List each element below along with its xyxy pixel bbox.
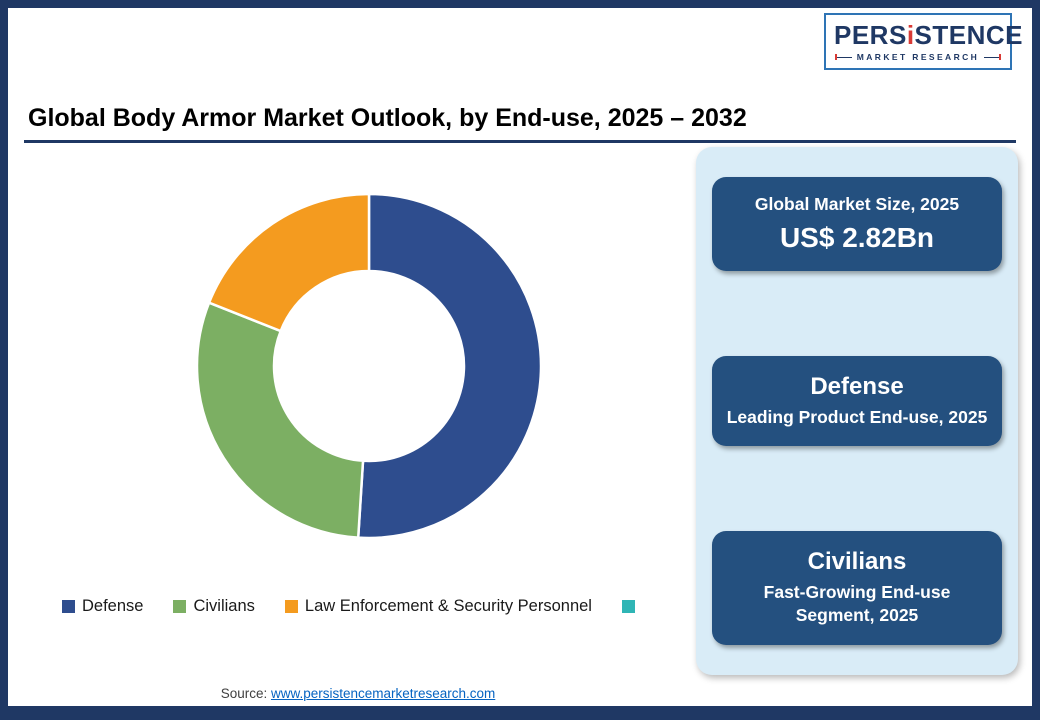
chart-legend: Defense Civilians Law Enforcement & Secu… (62, 597, 696, 616)
legend-swatch-extra (621, 600, 635, 613)
legend-label-defense: Defense (82, 597, 144, 615)
logo-red-i: i (906, 20, 915, 50)
source-label: Source: (220, 686, 271, 701)
page-title: Global Body Armor Market Outlook, by End… (28, 104, 747, 132)
logo-tagline-row: MARKET RESEARCH (834, 52, 1002, 62)
card-market-size-label: Global Market Size, 2025 (754, 194, 960, 214)
logo-wordmark: PERSiSTENCE (834, 20, 1024, 50)
donut-chart (195, 192, 543, 540)
legend-label-civilians: Civilians (193, 597, 255, 615)
logo-rule-right (984, 54, 1002, 60)
legend-item-extra (621, 600, 642, 613)
card-fast-growing-segment-name: Civilians (807, 547, 907, 575)
card-leading-segment-name: Defense (810, 372, 904, 400)
donut-segment-defense (356, 192, 543, 540)
card-market-size: Global Market Size, 2025 US$ 2.82Bn (712, 177, 1002, 271)
legend-swatch-civilians (173, 600, 187, 613)
legend-item-civilians: Civilians (173, 597, 255, 616)
donut-segment-civilians (195, 301, 365, 539)
source-link[interactable]: www.persistencemarketresearch.com (270, 686, 496, 701)
title-underline (24, 140, 1016, 143)
donut-segment-law-enforcement-security-personnel (207, 192, 371, 333)
card-leading-segment-desc: Leading Product End-use, 2025 (726, 406, 988, 427)
legend-item-law-enforcement: Law Enforcement & Security Personnel (284, 597, 592, 616)
legend-item-defense: Defense (62, 597, 143, 616)
content-row: Defense Civilians Law Enforcement & Secu… (8, 145, 1032, 675)
card-leading-segment: Defense Leading Product End-use, 2025 (712, 355, 1002, 447)
persistence-market-research-logo: PERSiSTENCE MARKET RESEARCH (824, 13, 1024, 70)
card-market-size-value: US$ 2.82Bn (779, 222, 935, 253)
legend-swatch-defense (62, 600, 75, 613)
chart-area: Defense Civilians Law Enforcement & Secu… (24, 145, 696, 675)
legend-label-law-enforcement: Law Enforcement & Security Personnel (304, 597, 592, 615)
logo-rule-left (834, 54, 852, 60)
card-fast-growing-segment-desc: Fast-Growing End-use Segment, 2025 (763, 581, 951, 626)
logo-tagline: MARKET RESEARCH (856, 52, 980, 62)
highlights-panel: Global Market Size, 2025 US$ 2.82Bn Defe… (696, 147, 1018, 675)
source-line: Source: www.persistencemarketresearch.co… (8, 686, 708, 701)
legend-swatch-law-enforcement (284, 600, 298, 613)
card-fast-growing-segment: Civilians Fast-Growing End-use Segment, … (712, 530, 1002, 645)
